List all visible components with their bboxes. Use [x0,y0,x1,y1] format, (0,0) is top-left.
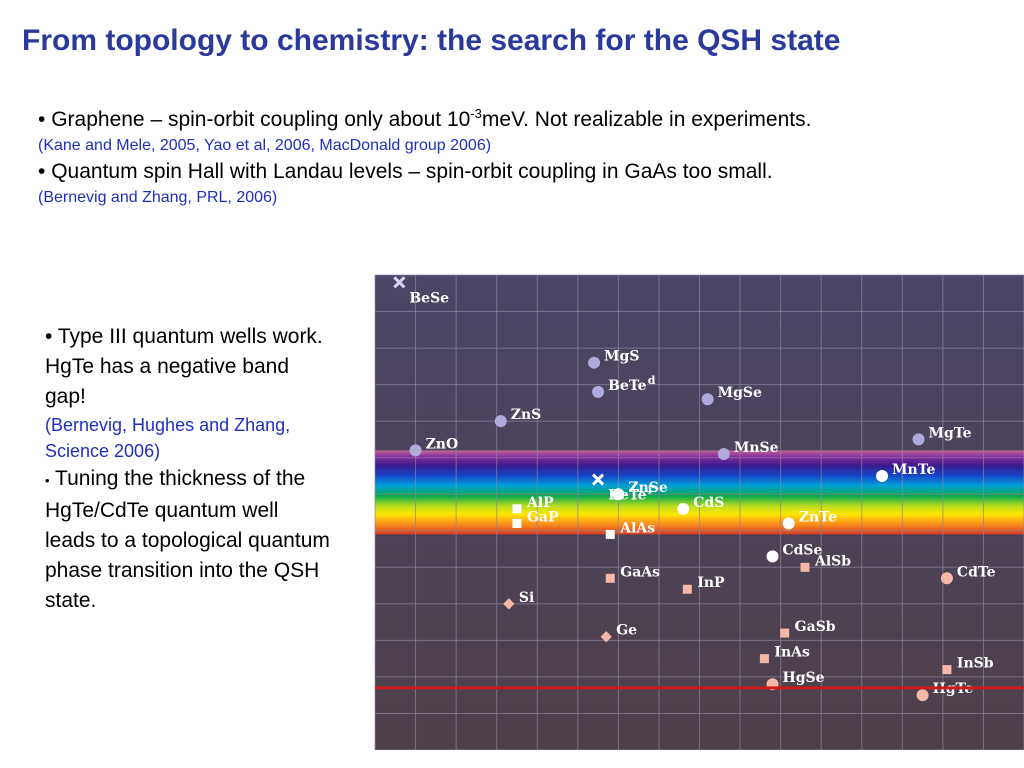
data-point-marker [912,433,925,446]
data-point-label: AlSb [814,553,851,569]
data-point-label: MgSe [718,385,762,401]
data-point-label: InSb [957,656,994,672]
data-point-marker [512,518,522,528]
data-point-label: BeTe [608,378,647,394]
data-point-label-superscript: d [648,374,656,387]
data-point-label: InAs [774,645,810,661]
data-point-marker [800,562,810,572]
data-point-marker [942,665,952,675]
data-point-marker [759,654,769,664]
data-point-marker [766,550,779,563]
data-point-marker [782,517,795,530]
data-point-label: ZnO [426,436,459,452]
bullet-graphene: • Graphene – spin-orbit coupling only ab… [38,100,1008,134]
data-point-marker [588,356,601,369]
data-point-marker [876,469,889,482]
citation-landau: (Bernevig and Zhang, PRL, 2006) [38,189,278,206]
data-point-label: ZnS [511,407,542,423]
data-point-marker [605,529,615,539]
data-point-label: CdTe [957,564,996,580]
bullet-tuning: • Tuning the thickness of the HgTe/CdTe … [45,464,330,616]
data-point-label: ZnTe [799,509,837,525]
data-point-label: Si [519,590,534,606]
data-point-marker [503,598,515,610]
citation-graphene: (Kane and Mele, 2005, Yao et al, 2006, M… [38,137,492,154]
bullet-text: Type III quantum wells work. HgTe has a … [45,325,323,408]
plot-grid [374,274,1024,750]
data-point-label: MgTe [929,425,972,441]
data-point-marker [701,393,714,406]
data-point-label: ZnSe [628,480,668,496]
citation-science: (Bernevig, Hughes and Zhang, Science 200… [45,415,291,461]
data-point-marker [717,448,730,461]
data-point-marker [916,689,929,702]
bullet-mark: • [45,473,50,488]
bullet-text: Graphene – spin-orbit coupling only abou… [51,108,471,131]
bullet-type-iii: • Type III quantum wells work. HgTe has … [45,322,330,412]
bullet-superscript: -3 [470,106,482,121]
data-point-label: MgS [604,349,639,365]
data-point-marker [780,628,790,638]
data-point-label: CdS [693,495,724,511]
data-point-label: GaSb [795,619,836,635]
data-point-marker [592,385,605,398]
data-point-label: AlAs [619,520,655,536]
data-point-marker [612,488,625,501]
data-point-label: CdSe [783,542,823,558]
data-point-marker [605,573,615,583]
bullet-mark: • [38,108,46,131]
data-point-marker [677,502,690,515]
slide-title: From topology to chemistry: the search f… [22,24,841,57]
bullet-mark: • [38,160,46,183]
bullet-text: Tuning the thickness of the HgTe/CdTe qu… [45,467,330,612]
bullet-landau: • Quantum spin Hall with Landau levels –… [38,158,1008,186]
top-bullet-list: • Graphene – spin-orbit coupling only ab… [38,100,1008,210]
bullet-text: Quantum spin Hall with Landau levels – s… [51,160,773,183]
data-point-marker [393,276,406,289]
data-point-label: MnSe [734,440,779,456]
data-point-marker [682,584,692,594]
data-point-marker [494,415,507,428]
data-point-label: AlP [526,495,554,511]
data-point-label: MnTe [892,462,935,478]
data-point-marker [512,504,522,514]
data-point-label: InP [697,575,725,591]
data-point-label: BeSe [409,290,449,306]
data-point-label: GaAs [620,564,660,580]
data-point-marker [940,572,953,585]
data-point-label-superscript: i [648,484,652,497]
data-point-label: GaP [527,509,559,525]
data-point-label: HgSe [783,670,825,686]
data-point-marker [409,444,422,457]
data-point-marker [592,473,605,486]
bullet-mark: • [45,325,53,348]
data-point-label: Ge [616,623,637,639]
left-bullet-list: • Type III quantum wells work. HgTe has … [45,322,330,616]
bullet-text-cont: meV. Not realizable in experiments. [481,108,812,131]
